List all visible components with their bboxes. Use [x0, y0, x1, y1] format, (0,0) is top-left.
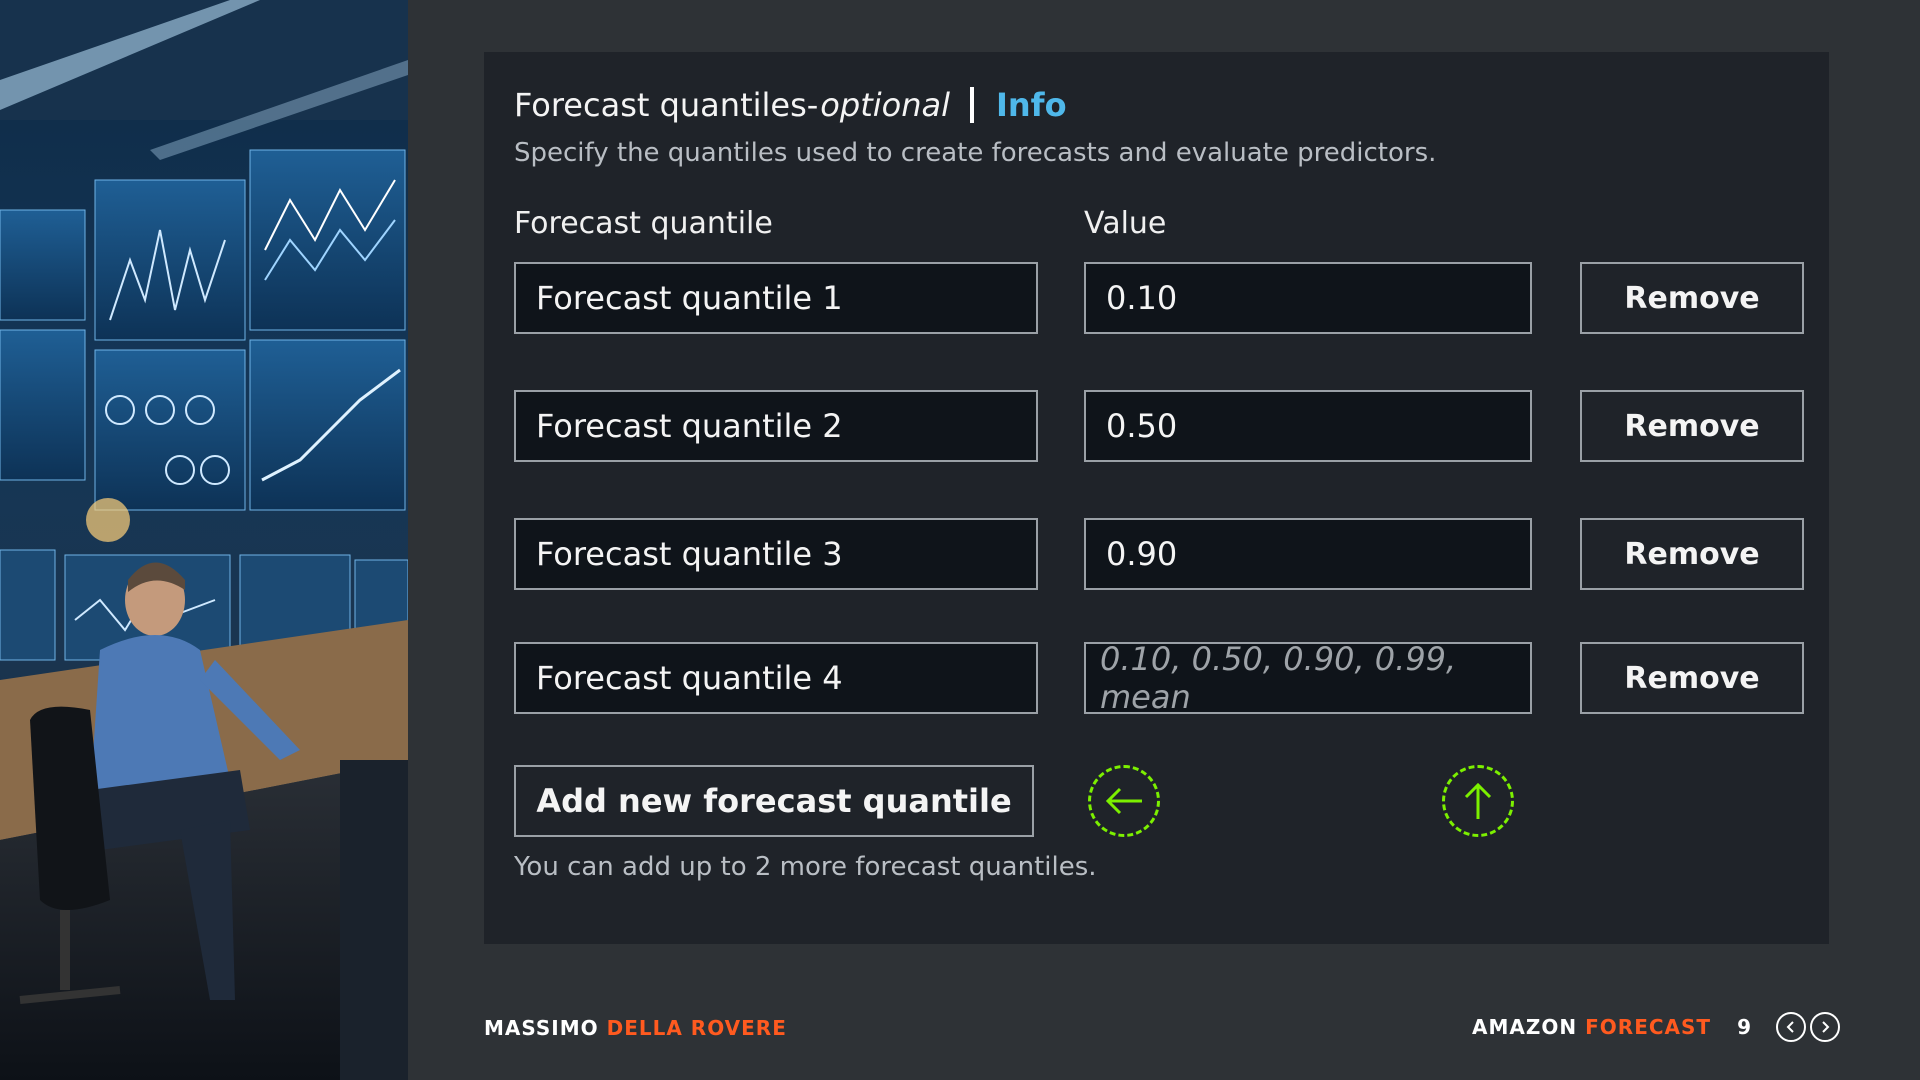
arrow-up-icon — [1442, 765, 1514, 837]
quantile-row: Forecast quantile 4 0.10, 0.50, 0.90, 0.… — [514, 640, 1804, 718]
title-divider — [969, 87, 974, 123]
quantile-value-input[interactable]: 0.10, 0.50, 0.90, 0.99, mean — [1084, 640, 1532, 716]
quantile-value-field[interactable]: 0.10 — [1084, 262, 1532, 334]
forecast-quantiles-panel: Forecast quantiles- optional Info Specif… — [484, 52, 1829, 944]
panel-title-optional: optional — [820, 86, 950, 124]
column-header-quantile: Forecast quantile — [514, 206, 773, 241]
info-link[interactable]: Info — [995, 86, 1067, 124]
remove-button[interactable]: Remove — [1580, 262, 1804, 334]
page-number: 9 — [1737, 1015, 1752, 1039]
hero-illustration — [0, 0, 408, 1080]
next-page-button[interactable] — [1810, 1012, 1840, 1042]
remove-button[interactable]: Remove — [1580, 390, 1804, 462]
remove-button[interactable]: Remove — [1580, 642, 1804, 714]
panel-title-text: Forecast quantiles- — [514, 86, 819, 124]
author-last: DELLA ROVERE — [606, 1016, 787, 1040]
helper-text: You can add up to 2 more forecast quanti… — [514, 852, 1097, 882]
remove-button[interactable]: Remove — [1580, 518, 1804, 590]
quantile-name-field[interactable]: Forecast quantile 1 — [514, 262, 1038, 334]
quantile-name-field[interactable]: Forecast quantile 3 — [514, 518, 1038, 590]
author-credit: MASSIMO DELLA ROVERE — [484, 1016, 787, 1040]
arrow-left-icon — [1088, 765, 1160, 837]
add-forecast-quantile-button[interactable]: Add new forecast quantile — [514, 765, 1034, 837]
quantile-name-field[interactable]: Forecast quantile 4 — [514, 642, 1038, 714]
quantile-row: Forecast quantile 1 0.10 Remove — [514, 262, 1804, 338]
chevron-right-icon — [1822, 1021, 1830, 1033]
footer-right: AMAZON FORECAST 9 — [1472, 1012, 1840, 1042]
panel-description: Specify the quantiles used to create for… — [514, 138, 1437, 168]
quantile-row: Forecast quantile 3 0.90 Remove — [514, 518, 1804, 594]
panel-title: Forecast quantiles- optional Info — [514, 86, 1067, 124]
author-first: MASSIMO — [484, 1016, 599, 1040]
add-row: Add new forecast quantile — [514, 765, 1804, 841]
column-header-value: Value — [1084, 206, 1167, 241]
quantile-value-field[interactable]: 0.90 — [1084, 518, 1532, 590]
quantile-value-field[interactable]: 0.50 — [1084, 390, 1532, 462]
product-first: AMAZON — [1472, 1015, 1578, 1039]
prev-page-button[interactable] — [1776, 1012, 1806, 1042]
product-second: FORECAST — [1585, 1015, 1712, 1039]
quantile-name-field[interactable]: Forecast quantile 2 — [514, 390, 1038, 462]
quantile-row: Forecast quantile 2 0.50 Remove — [514, 390, 1804, 466]
chevron-left-icon — [1786, 1021, 1794, 1033]
